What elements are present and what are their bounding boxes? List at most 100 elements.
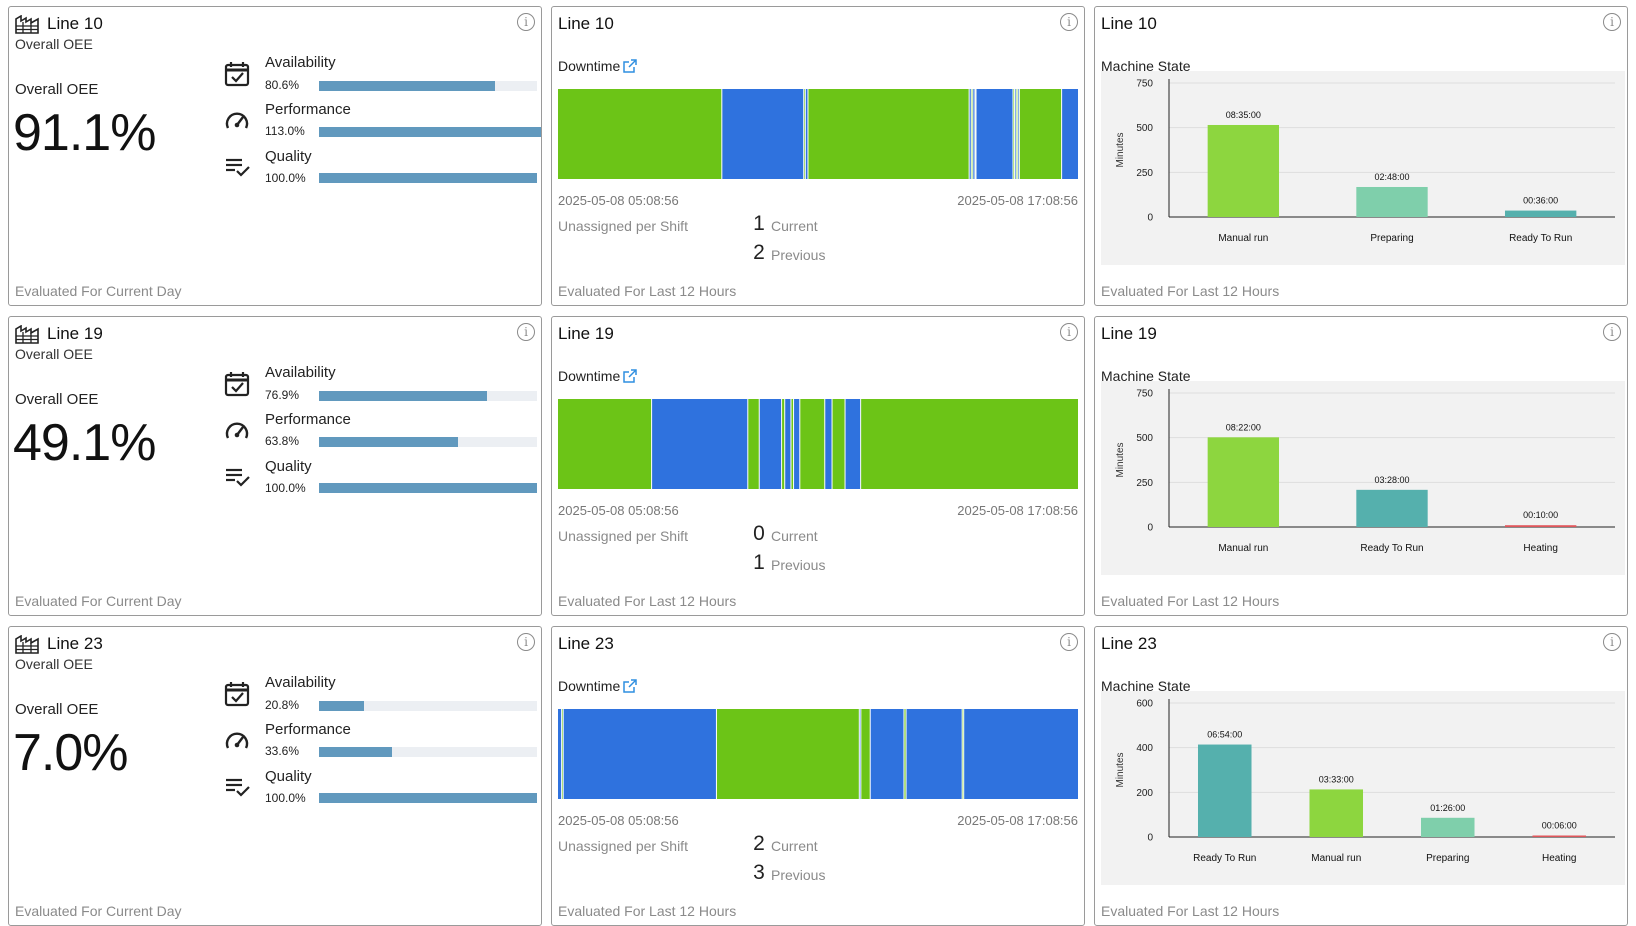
timeline-segment-running[interactable] — [807, 89, 970, 179]
timeline-segment-down[interactable] — [963, 709, 1078, 799]
timeline-segment-down[interactable] — [563, 709, 717, 799]
downtime-label[interactable]: Downtime — [558, 58, 621, 74]
performance-value: 33.6% — [265, 744, 300, 758]
chart-bar[interactable] — [1356, 489, 1428, 527]
downtime-link[interactable]: Downtime — [558, 368, 637, 384]
timeline-segment-running[interactable] — [1016, 89, 1019, 179]
chart-bar[interactable] — [1356, 186, 1428, 217]
timeline-segment-running[interactable] — [558, 89, 723, 179]
timeline-segment-down[interactable] — [805, 89, 809, 179]
current-label: Current — [771, 838, 818, 854]
timeline-segment-down[interactable] — [1017, 89, 1020, 179]
timeline-segment-running[interactable] — [971, 89, 974, 179]
y-tick-label: 400 — [1136, 743, 1153, 754]
quality-label: Quality — [265, 768, 312, 785]
timeline-segment-down[interactable] — [859, 709, 862, 799]
chart-bar[interactable] — [1504, 210, 1577, 217]
y-tick-label: 0 — [1147, 833, 1153, 844]
timeline-segment-running[interactable] — [1013, 89, 1015, 179]
timeline-segment-running[interactable] — [558, 399, 652, 489]
chart-bar[interactable] — [1207, 437, 1280, 527]
y-tick-label: 0 — [1147, 523, 1153, 534]
timeline-segment-down[interactable] — [784, 399, 792, 489]
downtime-timeline[interactable] — [558, 399, 1078, 489]
gauge-icon — [225, 112, 249, 129]
card-footer: Evaluated For Current Day — [15, 903, 182, 919]
timeline-segment-down[interactable] — [845, 399, 861, 489]
chart-bar[interactable] — [1532, 835, 1587, 838]
timeline-segment-down[interactable] — [721, 89, 805, 179]
external-link-icon[interactable] — [623, 369, 637, 383]
timeline-segment-running[interactable] — [803, 89, 806, 179]
timeline-segment-down[interactable] — [1014, 89, 1017, 179]
info-icon[interactable]: i — [1060, 13, 1078, 31]
info-icon[interactable]: i — [517, 633, 535, 651]
timeline-start-time: 2025-05-08 05:08:56 — [558, 813, 679, 828]
timeline-segment-down[interactable] — [651, 399, 749, 489]
card-footer: Evaluated For Last 12 Hours — [558, 593, 737, 609]
timeline-segment-down[interactable] — [976, 89, 1014, 179]
timeline-segment-running[interactable] — [832, 399, 846, 489]
downtime-card: Line 10 i Downtime 2025-05-08 05:08:56 2… — [551, 6, 1085, 306]
downtime-timeline[interactable] — [558, 709, 1078, 799]
previous-count: 1 — [753, 551, 765, 574]
bar-data-label: 02:48:00 — [1374, 172, 1409, 182]
info-icon[interactable]: i — [1603, 13, 1621, 31]
chart-bar[interactable] — [1504, 525, 1577, 527]
timeline-segment-down[interactable] — [906, 709, 963, 799]
chart-bar[interactable] — [1197, 744, 1252, 837]
overall-oee-value: 91.1% — [13, 104, 156, 162]
bar-data-label: 01:26:00 — [1430, 803, 1465, 813]
timeline-segment-running[interactable] — [860, 399, 1078, 489]
timeline-segment-running[interactable] — [1019, 89, 1062, 179]
timeline-segment-running[interactable] — [962, 709, 965, 799]
timeline-segment-down[interactable] — [870, 709, 905, 799]
timeline-segment-running[interactable] — [716, 709, 860, 799]
machine-state-chart: Minutes 0 250 500 750 08:35:00 Manual run 02:48… — [1101, 71, 1625, 265]
timeline-segment-down[interactable] — [1061, 89, 1078, 179]
timeline-segment-running[interactable] — [561, 709, 564, 799]
previous-label: Previous — [771, 867, 826, 883]
chart-bar[interactable] — [1420, 817, 1475, 837]
downtime-link[interactable]: Downtime — [558, 678, 637, 694]
downtime-label[interactable]: Downtime — [558, 678, 621, 694]
timeline-segment-down[interactable] — [824, 399, 833, 489]
info-icon[interactable]: i — [1060, 323, 1078, 341]
timeline-segment-running[interactable] — [790, 399, 794, 489]
timeline-segment-down[interactable] — [969, 89, 972, 179]
timeline-segment-running[interactable] — [781, 399, 786, 489]
info-icon[interactable]: i — [517, 323, 535, 341]
downtime-label[interactable]: Downtime — [558, 368, 621, 384]
timeline-segment-running[interactable] — [903, 709, 907, 799]
availability-value: 80.6% — [265, 78, 300, 92]
external-link-icon[interactable] — [623, 679, 637, 693]
availability-label: Availability — [265, 364, 336, 381]
timeline-segment-down[interactable] — [793, 399, 801, 489]
info-icon[interactable]: i — [517, 13, 535, 31]
overall-oee-label: Overall OEE — [15, 81, 99, 98]
availability-bar — [319, 81, 537, 91]
y-tick-label: 200 — [1136, 788, 1153, 799]
list-check-icon — [226, 158, 250, 177]
performance-value: 113.0% — [265, 124, 305, 138]
timeline-segment-down[interactable] — [759, 399, 782, 489]
downtime-link[interactable]: Downtime — [558, 58, 637, 74]
overall-oee-value: 7.0% — [13, 724, 129, 782]
chart-bar[interactable] — [1309, 789, 1364, 837]
timeline-segment-running[interactable] — [860, 709, 871, 799]
external-link-icon[interactable] — [623, 59, 637, 73]
timeline-segment-down[interactable] — [558, 709, 562, 799]
timeline-segment-running[interactable] — [799, 399, 826, 489]
machine-state-label: Machine State — [1101, 58, 1191, 74]
card-title: Line 19 — [47, 324, 103, 343]
timeline-segment-running[interactable] — [747, 399, 760, 489]
machine-state-chart: Minutes 0 200 400 600 06:54:00 Ready To Run 03:… — [1101, 691, 1625, 885]
availability-value: 20.8% — [265, 698, 300, 712]
chart-bar[interactable] — [1207, 124, 1280, 217]
info-icon[interactable]: i — [1603, 633, 1621, 651]
timeline-segment-down[interactable] — [972, 89, 976, 179]
downtime-timeline[interactable] — [558, 89, 1078, 179]
info-icon[interactable]: i — [1603, 323, 1621, 341]
info-icon[interactable]: i — [1060, 633, 1078, 651]
card-subtitle: Overall OEE — [15, 346, 93, 362]
